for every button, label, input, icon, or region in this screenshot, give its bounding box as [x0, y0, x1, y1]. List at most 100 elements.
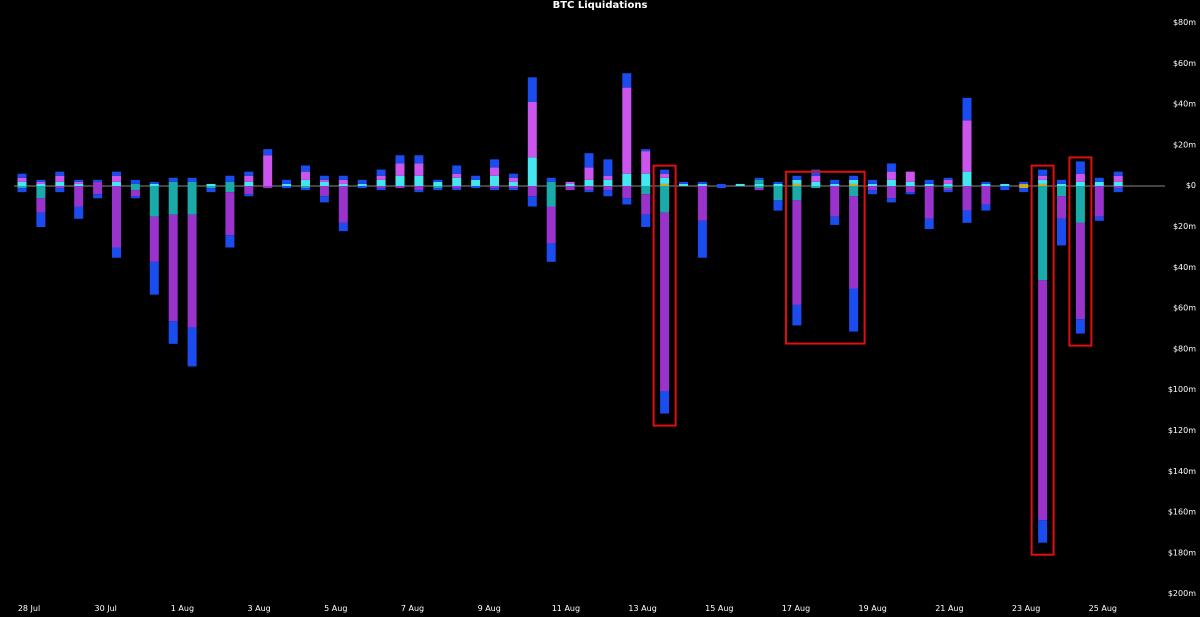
bar-segment-cyan [508, 181, 518, 186]
bar-segment-teal [168, 186, 178, 215]
bar-segment-blue [622, 73, 632, 88]
bar-segment-blue [17, 188, 27, 193]
bar-segment-blue [225, 235, 235, 248]
bar-segment-cyan [905, 181, 915, 186]
bar-segment-blue [943, 177, 953, 180]
bar-segment-blue [527, 196, 537, 207]
bar-segment-blue [433, 188, 443, 191]
bar-segment-violet [641, 194, 651, 215]
bar-segment-teal [168, 181, 178, 186]
bar-segment-violet [565, 186, 575, 191]
bar-segment-blue [225, 175, 235, 182]
bar-segment-cyan [490, 175, 499, 186]
bar-segment-magenta [622, 87, 632, 174]
bar-segment-violet [792, 200, 802, 305]
y-axis-ticks: $80m $60m $40m $20m $0 $20m $40m $60m $80m $100m $… [1168, 18, 1196, 598]
bar-segment-violet [886, 186, 896, 199]
bar-segment-violet [943, 188, 953, 191]
bar-segment-blue [754, 177, 764, 180]
bar-segment-blue [244, 171, 254, 176]
bar-segment-teal [301, 186, 310, 189]
bar-segment-blue [376, 188, 386, 191]
bar-segment-blue [830, 179, 840, 184]
bar-segment-cyan [697, 183, 707, 186]
bar-segment-blue [263, 149, 273, 156]
bar-segment-magenta [962, 120, 972, 172]
bar-segment-blue [792, 175, 802, 180]
bar-segment-blue [905, 192, 915, 195]
bar-segment-cyan [112, 181, 121, 186]
bar-segment-blue [112, 247, 121, 258]
bar-segment-teal [1057, 186, 1066, 197]
bar-segment-teal [773, 186, 783, 201]
bar-segment-cyan [981, 183, 991, 186]
bar-segment-violet [187, 214, 197, 328]
bar-segment-teal [225, 186, 235, 193]
bar-segment-cyan [754, 183, 764, 186]
bar-segment-teal [149, 186, 159, 217]
bar-segment-cyan [603, 179, 613, 186]
bar-segment-violet [1094, 186, 1104, 217]
bar-segment-blue [55, 171, 65, 176]
bar-segment-blue [244, 194, 254, 197]
bar-segment-violet [546, 206, 556, 244]
bar-segment-blue [1075, 161, 1085, 174]
bar-segment-violet [754, 188, 764, 191]
bar-segment-blue [301, 165, 310, 172]
bar-segment-blue [168, 177, 178, 182]
bar-segment-blue [112, 171, 121, 176]
bar-segment-cyan [206, 183, 216, 186]
bar-segment-blue [641, 149, 651, 152]
bar-segment-magenta [584, 167, 594, 180]
bar-segment-blue [584, 153, 594, 168]
x-tick-label: 13 Aug [628, 604, 656, 613]
bar-segment-blue [452, 165, 462, 174]
bar-segment-blue [93, 194, 103, 199]
bar-segment-magenta [1038, 175, 1048, 180]
bar-segment-cyan [414, 175, 424, 186]
bar-segment-blue [17, 173, 27, 178]
bar-segment-blue [962, 210, 972, 223]
bar-segment-cyan [1038, 179, 1048, 184]
bar-segment-cyan [849, 179, 859, 184]
bar-segment-teal [1075, 186, 1085, 223]
bar-segment-blue [603, 190, 613, 197]
bar-segment-cyan [1075, 181, 1085, 186]
bar-segment-magenta [452, 173, 462, 178]
bar-segment-magenta [508, 177, 518, 182]
bar-segment-cyan [338, 183, 348, 186]
bar-segment-violet [924, 186, 934, 219]
bar-segment-blue [130, 196, 140, 199]
bar-segment-blue [490, 188, 499, 191]
bar-segment-magenta [490, 167, 499, 176]
bar-segment-teal [754, 179, 764, 184]
bar-segment-violet [263, 186, 273, 189]
bar-segment-violet [905, 186, 915, 193]
x-tick-label: 25 Aug [1089, 604, 1117, 613]
y-tick-label: $180m [1168, 548, 1196, 557]
bar-segment-cyan [471, 179, 481, 186]
bar-segment-blue [187, 177, 197, 182]
bar-segment-cyan [584, 179, 594, 186]
bar-segment-violet [225, 192, 235, 236]
bar-segment-violet [622, 186, 632, 199]
bar-segment-blue [471, 175, 481, 180]
bar-segment-blue [868, 190, 877, 195]
bar-segment-cyan [36, 183, 46, 186]
y-tick-label: $160m [1168, 508, 1196, 517]
bar-segment-blue [36, 179, 46, 182]
bar-segment-cyan [149, 183, 159, 186]
bar-segment-blue [1000, 186, 1010, 191]
bar-segment-violet [697, 186, 707, 221]
bar-segment-cyan [527, 157, 537, 186]
bar-segment-violet [149, 216, 159, 262]
bar-segment-blue [149, 181, 159, 184]
bar-segment-violet [36, 198, 46, 213]
bar-segment-teal [130, 186, 140, 191]
bar-segment-blue [130, 179, 140, 184]
bar-segment-blue [414, 155, 424, 164]
bar-segment-cyan [357, 183, 367, 186]
bar-segment-blue [301, 188, 310, 191]
bar-segment-teal [641, 186, 651, 195]
bar-segment-blue [849, 175, 859, 180]
